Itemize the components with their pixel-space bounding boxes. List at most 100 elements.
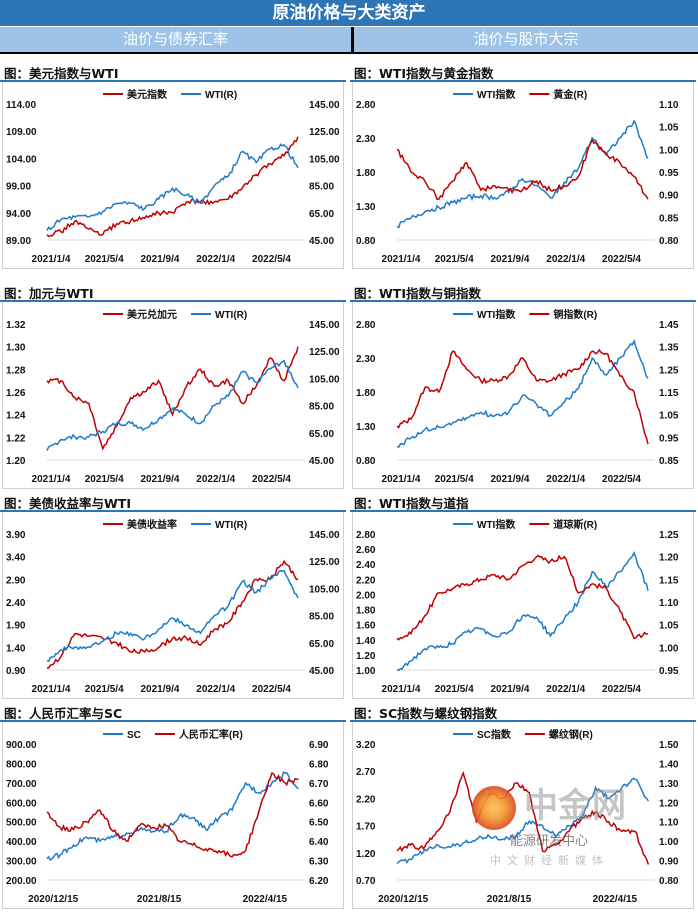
left-axis-tick: 1.40 — [356, 636, 376, 647]
x-axis-tick: 2021/5/4 — [435, 254, 474, 265]
chart-panel-wti-copper: 图：WTI指数与铜指数 0.80 1.30 1.80 2.30 2.80 0.85 0.95… — [350, 280, 696, 490]
chart-svg: 0.80 1.30 1.80 2.30 2.80 0.85 0.95 1.05 1.15 1.25… — [356, 308, 679, 485]
left-axis-tick: 2.80 — [356, 530, 376, 541]
chart-panel-sc-rebar: 图：SC指数与螺纹钢指数 0.70 1.20 1.70 2.20 2.70 3.20 0.8… — [350, 700, 696, 910]
legend-label: WTI指数 — [477, 308, 516, 321]
left-axis-tick: 2.00 — [356, 590, 376, 601]
right-axis-tick: 1.45 — [659, 320, 679, 331]
chart-svg: 0.90 1.40 1.90 2.40 2.90 3.40 3.90 45.00 65.00 85… — [6, 518, 340, 695]
left-axis-tick: 1.00 — [356, 666, 376, 677]
x-axis-tick: 2022/1/4 — [196, 474, 235, 485]
chart-title: 图：WTI指数与黄金指数 — [354, 66, 494, 81]
chart-svg: 200.00 300.00 400.00 500.00 600.00 700.00 800.… — [6, 728, 329, 905]
left-axis-tick: 104.00 — [6, 154, 37, 165]
right-axis-tick: 65.00 — [309, 639, 334, 650]
left-axis-tick: 114.00 — [6, 100, 36, 111]
left-axis-tick: 1.80 — [356, 168, 376, 179]
chart-panel-usd-wti: 图：美元指数与WTI 89.00 94.00 99.00 104.00 109.00 11… — [0, 60, 346, 270]
right-axis-tick: 0.80 — [659, 236, 679, 247]
right-axis-tick: 125.00 — [309, 127, 340, 138]
title-rule — [350, 300, 696, 302]
x-axis-tick: 2022/4/15 — [243, 894, 288, 905]
right-axis-tick: 6.90 — [309, 740, 329, 751]
left-axis-tick: 2.80 — [356, 320, 376, 331]
x-axis-tick: 2020/12/15 — [378, 894, 428, 905]
section-divider — [351, 27, 354, 53]
right-axis-tick: 85.00 — [309, 182, 334, 193]
right-axis-tick: 1.05 — [659, 621, 679, 632]
title-rule — [350, 510, 696, 512]
header-rule — [0, 52, 698, 54]
x-axis-tick: 2021/1/4 — [32, 684, 71, 695]
x-axis-tick: 2022/4/15 — [593, 894, 638, 905]
x-axis-tick: 2021/1/4 — [32, 254, 71, 265]
left-axis-tick: 3.40 — [6, 553, 26, 564]
right-axis-tick: 45.00 — [309, 236, 334, 247]
x-axis-tick: 2022/5/4 — [602, 254, 641, 265]
right-axis-tick: 1.20 — [659, 553, 679, 564]
left-axis-tick: 1.22 — [6, 433, 26, 444]
right-axis-tick: 1.15 — [659, 388, 679, 399]
left-axis-tick: 1.30 — [356, 422, 376, 433]
x-axis-tick: 2022/5/4 — [252, 474, 291, 485]
chart-svg: 0.70 1.20 1.70 2.20 2.70 3.20 0.80 0.90 1.00 1.10… — [356, 728, 679, 905]
series-line-left — [396, 119, 649, 229]
x-axis-tick: 2021/5/4 — [85, 684, 124, 695]
chart-panel-wti-dow: 图：WTI指数与道指 1.00 1.20 1.40 1.60 1.80 2.00 2.20 2… — [350, 490, 696, 700]
left-axis-tick: 0.80 — [356, 456, 376, 467]
left-axis-tick: 300.00 — [6, 857, 37, 868]
x-axis-tick: 2022/1/4 — [546, 474, 585, 485]
series-line-left — [396, 777, 650, 865]
left-axis-tick: 2.80 — [356, 100, 376, 111]
chart-panel-wti-gold: 图：WTI指数与黄金指数 0.80 1.30 1.80 2.30 2.80 0.80 0.8… — [350, 60, 696, 270]
x-axis-tick: 2022/1/4 — [546, 684, 585, 695]
series-line-right — [396, 770, 650, 865]
left-axis-tick: 900.00 — [6, 740, 37, 751]
left-axis-tick: 2.40 — [356, 560, 376, 571]
left-axis-tick: 600.00 — [6, 798, 37, 809]
x-axis-tick: 2021/5/4 — [435, 474, 474, 485]
right-axis-tick: 6.30 — [309, 857, 329, 868]
left-axis-tick: 2.30 — [356, 354, 376, 365]
right-axis-tick: 1.35 — [659, 343, 679, 354]
left-axis-tick: 1.20 — [6, 456, 26, 467]
series-line-right — [396, 138, 649, 201]
chart-title: 图：美债收益率与WTI — [4, 496, 131, 511]
x-axis-tick: 2021/9/4 — [140, 684, 179, 695]
left-axis-tick: 3.90 — [6, 530, 26, 541]
right-axis-tick: 6.60 — [309, 798, 329, 809]
left-axis-tick: 1.40 — [6, 643, 26, 654]
legend-label: SC指数 — [477, 728, 512, 741]
x-axis-tick: 2021/9/4 — [490, 474, 529, 485]
left-axis-tick: 800.00 — [6, 759, 37, 770]
chart-title: 图：SC指数与螺纹钢指数 — [354, 706, 498, 721]
right-axis-tick: 45.00 — [309, 666, 334, 677]
title-rule — [350, 720, 696, 722]
left-axis-tick: 1.70 — [356, 822, 376, 833]
legend-label: 道琼斯(R) — [553, 518, 597, 531]
x-axis-tick: 2022/1/4 — [546, 254, 585, 265]
right-axis-tick: 1.30 — [659, 779, 679, 790]
right-axis-tick: 65.00 — [309, 209, 334, 220]
right-axis-tick: 1.25 — [659, 530, 679, 541]
right-axis-tick: 145.00 — [309, 320, 340, 331]
left-axis-tick: 99.00 — [6, 182, 31, 193]
right-axis-tick: 1.25 — [659, 365, 679, 376]
left-axis-tick: 1.90 — [6, 621, 26, 632]
left-axis-tick: 500.00 — [6, 818, 37, 829]
right-axis-tick: 1.10 — [659, 818, 679, 829]
title-rule — [350, 80, 696, 82]
right-axis-tick: 1.05 — [659, 411, 679, 422]
series-line-left — [46, 136, 299, 238]
left-axis-tick: 2.70 — [356, 767, 376, 778]
title-rule — [0, 510, 346, 512]
right-axis-tick: 1.05 — [659, 123, 679, 134]
right-axis-tick: 1.00 — [659, 145, 679, 156]
legend-label: WTI(R) — [215, 310, 247, 321]
x-axis-tick: 2022/5/4 — [252, 254, 291, 265]
chart-title: 图：美元指数与WTI — [4, 66, 119, 81]
legend-label: 螺纹钢(R) — [549, 728, 593, 741]
series-line-right — [46, 772, 299, 858]
left-axis-tick: 1.26 — [6, 388, 26, 399]
left-axis-tick: 2.40 — [6, 598, 26, 609]
